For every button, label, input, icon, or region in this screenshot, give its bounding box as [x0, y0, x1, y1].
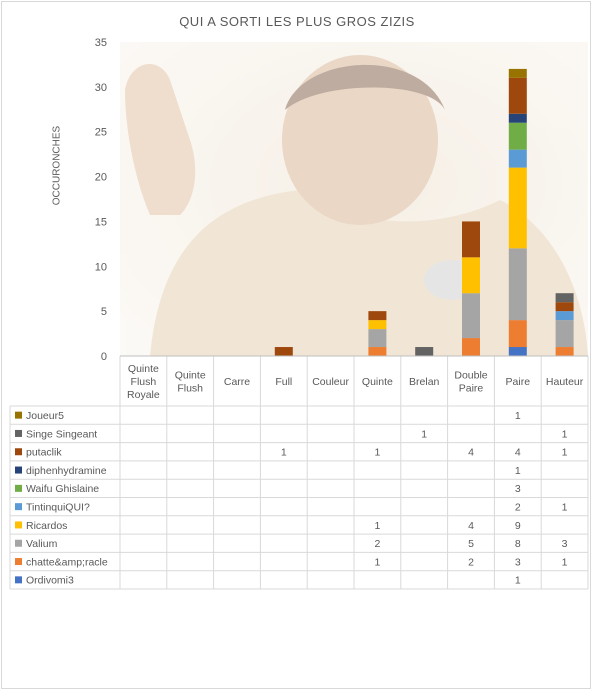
legend-swatch	[15, 448, 22, 456]
data-label: 9	[515, 520, 521, 532]
legend-label: chatte&amp;racle	[26, 556, 108, 568]
y-tick-label: 10	[95, 261, 107, 273]
bar-segment	[368, 320, 387, 330]
bar-segment	[508, 347, 527, 356]
data-label: 5	[468, 538, 474, 550]
data-label: 4	[468, 447, 474, 459]
legend-label: TintinquiQUI?	[26, 501, 90, 513]
legend-label: Ricardos	[26, 520, 67, 532]
x-tick-label: Hauteur	[546, 376, 584, 388]
legend-swatch	[15, 503, 22, 511]
data-label: 4	[468, 520, 474, 532]
bar-segment	[555, 311, 574, 321]
data-label: 1	[374, 520, 380, 532]
data-label: 1	[515, 410, 521, 422]
data-label: 1	[421, 428, 427, 440]
bar-segment	[555, 347, 574, 356]
x-tick-label: Paire	[506, 376, 531, 388]
y-tick-label: 35	[95, 37, 107, 49]
bar-segment	[508, 68, 527, 78]
y-tick-label: 15	[95, 216, 107, 228]
y-axis-ticks: 0 5 10 15 20 25 30 35	[95, 37, 107, 363]
chart-title: QUI A SORTI LES PLUS GROS ZIZIS	[179, 14, 415, 29]
bar-segment	[508, 77, 527, 114]
x-tick-label: Full	[275, 376, 292, 388]
bar-segment	[508, 248, 527, 321]
x-tick-label: Brelan	[409, 376, 440, 388]
data-label: 4	[515, 447, 521, 459]
y-tick-label: 5	[101, 306, 107, 318]
bar-segment	[462, 221, 480, 258]
y-tick-label: 30	[95, 82, 107, 94]
bar-segment	[462, 293, 480, 339]
bar-segment	[415, 347, 434, 356]
y-tick-label: 25	[95, 127, 107, 139]
bar-segment	[555, 302, 574, 312]
legend-label: Joueur5	[26, 410, 64, 422]
data-label: 8	[515, 538, 521, 550]
data-label: 3	[515, 483, 521, 495]
legend-label: Valium	[26, 538, 58, 550]
bar-segment	[508, 167, 527, 249]
legend-swatch	[15, 466, 22, 474]
data-label: 1	[374, 556, 380, 568]
x-tick-label: Double Paire	[454, 370, 487, 395]
bar-segment	[508, 149, 527, 168]
legend-label: putaclik	[26, 447, 62, 459]
bar-segment	[462, 257, 480, 294]
data-label: 1	[281, 447, 287, 459]
x-tick-label: Carre	[224, 376, 250, 388]
bar-segment	[462, 338, 480, 356]
bar-segment	[368, 311, 387, 321]
data-label: 3	[515, 556, 521, 568]
data-table: Quinte Flush Royale Quinte Flush Carre Full Cou…	[9, 355, 589, 590]
legend-swatch	[15, 411, 22, 419]
data-label: 1	[562, 501, 568, 513]
data-label: 2	[468, 556, 474, 568]
data-label: 1	[515, 465, 521, 477]
x-tick-label: Couleur	[312, 376, 349, 388]
data-label: 1	[562, 556, 568, 568]
legend-swatch	[15, 429, 22, 437]
legend-label: diphenhydramine	[26, 465, 107, 477]
data-label: 2	[515, 501, 521, 513]
x-tick-label: Quinte	[362, 376, 393, 388]
legend-swatch	[15, 539, 22, 547]
bar-stacks	[274, 68, 574, 356]
legend-swatch	[15, 558, 22, 566]
data-label: 2	[374, 538, 380, 550]
legend-label: Singe Singeant	[26, 428, 97, 440]
bar-segment	[368, 347, 387, 356]
x-tick-label: Quinte Flush Royale	[127, 363, 160, 401]
data-label: 1	[562, 447, 568, 459]
y-tick-label: 20	[95, 172, 107, 184]
data-label: 1	[374, 447, 380, 459]
bar-segment	[508, 122, 527, 150]
legend-swatch	[15, 576, 22, 584]
legend-label: Ordivomi3	[26, 575, 74, 587]
legend-label: Waifu Ghislaine	[26, 483, 99, 495]
bar-segment	[508, 320, 527, 348]
bar-segment	[274, 347, 293, 356]
bar-segment	[555, 320, 574, 348]
legend-swatch	[15, 521, 22, 529]
bar-segment	[508, 113, 527, 123]
bar-segment	[555, 293, 574, 303]
x-tick-label: Quinte Flush	[175, 370, 206, 395]
legend-swatch	[15, 484, 22, 492]
data-label: 3	[562, 538, 568, 550]
data-label: 1	[515, 575, 521, 587]
y-tick-label: 0	[101, 351, 107, 363]
bar-segment	[368, 329, 387, 348]
data-label: 1	[562, 428, 568, 440]
